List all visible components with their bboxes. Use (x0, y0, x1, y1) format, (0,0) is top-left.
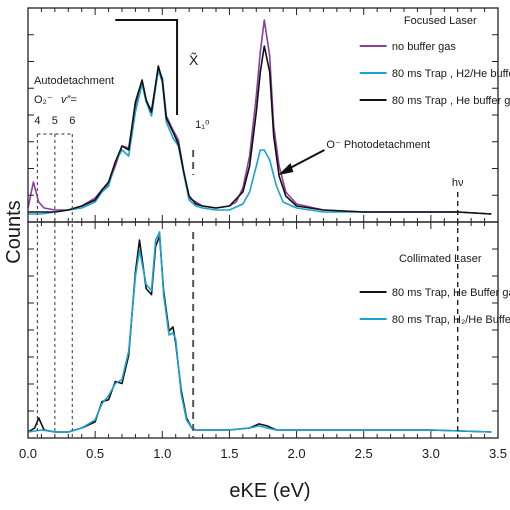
panel-title-bottom: Collimated Laser (399, 253, 482, 265)
x-tick-label: 0.0 (19, 446, 37, 461)
chart-annotations: Focused Laser no buffer gas 80 ms Trap , H… (34, 15, 510, 438)
x-state-bracket (115, 19, 179, 115)
series-line-bottom-0 (27, 235, 492, 433)
x-tick-label: 1.0 (153, 446, 171, 461)
legend-label-bottom-1: 80 ms Trap, H₂/He Buffer gas (392, 314, 510, 326)
x-tick-label: 2.0 (288, 446, 306, 461)
autodetachment-level-6: 6 (69, 115, 75, 127)
o-minus-arrow-head (278, 163, 294, 175)
x-tick-label: 1.5 (220, 446, 238, 461)
autodetachment-title: Autodetachment (34, 75, 114, 87)
autodetachment-level-5: 5 (52, 115, 58, 127)
x-state-label: X̃ (189, 52, 199, 68)
hv-marker-label: hν (452, 177, 464, 189)
x-tick-label: 3.0 (422, 446, 440, 461)
origin-marker-label: 1₁⁰ (195, 119, 210, 131)
panel-title-top: Focused Laser (404, 15, 477, 27)
legend-label-top-2: 80 ms Trap , He buffer gas (392, 95, 510, 107)
chart-panels (27, 19, 492, 433)
o-minus-label: O⁻ Photodetachment (326, 139, 430, 151)
legend-label-top-1: 80 ms Trap , H2/He buffer gas (392, 68, 510, 80)
series-line-top-2 (28, 45, 492, 215)
legend-label-bottom-0: 80 ms Trap, He Buffer gas (392, 287, 510, 299)
chart-axes: 0.0 0.5 1.0 1.5 2.0 2.5 3.0 3.5 (19, 7, 507, 461)
legend-label-top-0: no buffer gas (392, 41, 457, 53)
x-tick-label: 2.5 (355, 446, 373, 461)
y-axis-label: Counts (3, 200, 25, 263)
series-line-bottom-1 (27, 231, 492, 433)
autodetachment-species: O₂⁻ (34, 94, 53, 106)
x-tick-label: 3.5 (489, 446, 507, 461)
x-axis-label: eKE (eV) (229, 480, 310, 502)
autodetachment-vlabel: v″= (61, 94, 77, 106)
x-tick-label: 0.5 (86, 446, 104, 461)
autodetachment-level-4: 4 (34, 115, 40, 127)
